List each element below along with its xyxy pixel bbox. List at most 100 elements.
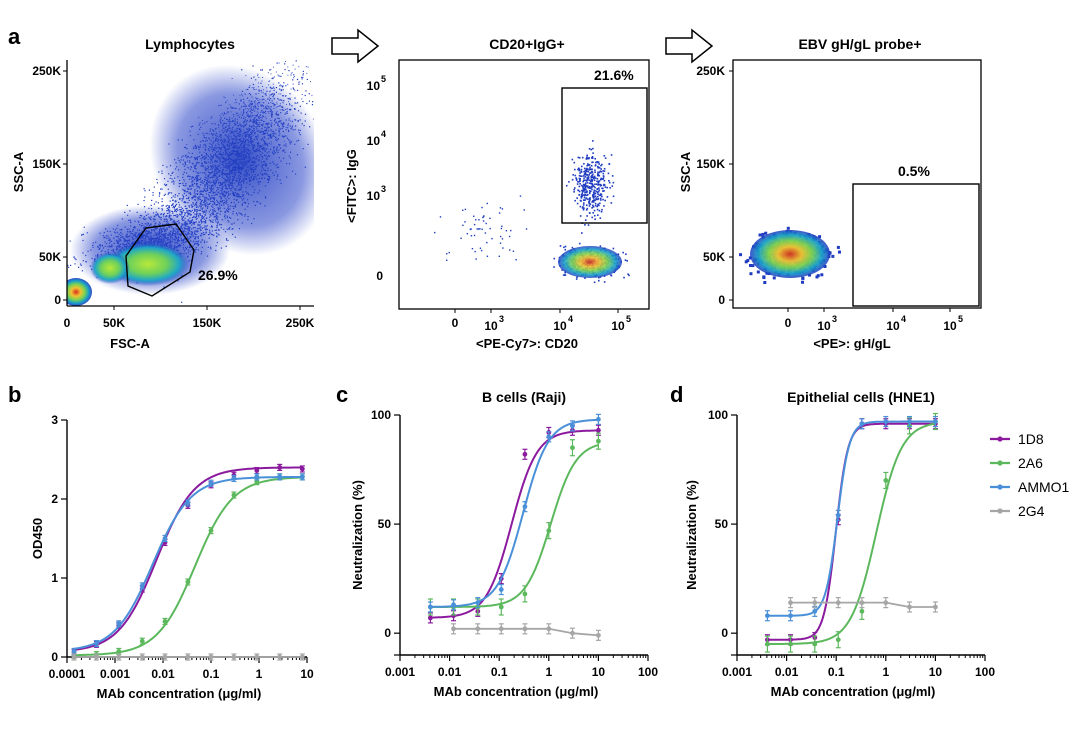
data-point	[859, 421, 865, 427]
x-tick-label: 0.001	[722, 665, 752, 679]
data-point	[475, 626, 481, 632]
ytick-label: 250K	[32, 64, 61, 78]
y-tick-label: 100	[371, 408, 391, 422]
data-point	[859, 600, 865, 606]
x-tick-label: 1	[882, 665, 889, 679]
flow-title-lymphocytes: Lymphocytes	[145, 36, 235, 52]
flow-density-ebv	[739, 226, 841, 285]
data-point	[254, 654, 260, 660]
data-point	[835, 637, 841, 643]
data-point	[299, 654, 305, 660]
y-axis-label: SSC-A	[678, 151, 693, 192]
chart-title: Epithelial cells (HNE1)	[787, 389, 935, 405]
flow-plot-cd20-igg: CD20+IgG+ 21.6% 0 10 3 10 4 10 5 0 10 3 …	[344, 36, 650, 351]
data-point	[859, 608, 865, 614]
series-line	[430, 429, 599, 619]
legend: 1D8 2A6 AMMO1 2G4	[990, 431, 1070, 519]
data-point	[596, 416, 601, 422]
lymphocyte-gate	[125, 223, 195, 297]
data-point	[116, 654, 122, 660]
data-point	[933, 604, 938, 610]
legend-label: 1D8	[1018, 431, 1044, 447]
data-point	[764, 641, 770, 647]
data-point	[208, 480, 214, 486]
data-point	[277, 654, 283, 660]
data-point	[933, 419, 938, 424]
data-point	[596, 427, 601, 433]
series-ammo1	[764, 415, 938, 622]
data-point	[498, 604, 504, 610]
xtick-label: 10	[943, 319, 957, 333]
ytick-label: 50K	[39, 250, 61, 264]
legend-label: 2G4	[1018, 503, 1045, 519]
x-axis-label: FSC-A	[110, 336, 150, 351]
x-tick-label: 0.1	[491, 665, 508, 679]
data-point	[185, 579, 191, 585]
series-line	[767, 422, 936, 645]
data-point	[254, 468, 260, 473]
series-line	[767, 420, 936, 617]
x-tick-label: 0.01	[438, 665, 462, 679]
y-axis-label: <FITC>: IgG	[344, 149, 359, 223]
data-point	[231, 476, 237, 481]
series-2g4	[451, 623, 601, 641]
series-ammo1	[71, 473, 305, 656]
ytick-label: 10	[367, 189, 381, 203]
x-tick-label: 1	[545, 665, 552, 679]
panel-letter-d: d	[670, 382, 683, 407]
data-point	[451, 602, 456, 608]
ytick-label: 150K	[696, 157, 725, 171]
chart-d-neutralization-hne1: 0.001 0.01 0.1 1 10 100 0 50 100 MAb concentratio…	[684, 389, 995, 699]
panel-letter-c: c	[336, 382, 348, 407]
series-2a6	[427, 432, 601, 616]
legend-item-ammo1: AMMO1	[990, 479, 1070, 495]
data-point	[162, 619, 168, 624]
xtick-label: 10	[886, 319, 900, 333]
data-point	[71, 654, 77, 660]
data-point	[883, 419, 889, 424]
data-point	[451, 626, 456, 632]
cd20-gate-percent: 21.6%	[594, 67, 634, 83]
y-tick-label: 0	[51, 650, 58, 664]
flow-plot-lymphocytes: Lymphocytes 26.9% 0 50K 150K 250K 0 50K …	[11, 36, 315, 351]
data-point	[812, 608, 818, 614]
y-tick-label: 50	[715, 517, 729, 531]
y-axis-label: SSC-A	[11, 151, 26, 192]
legend-marker	[997, 460, 1003, 466]
legend-item-2g4: 2G4	[990, 503, 1045, 519]
legend-marker	[997, 484, 1003, 490]
data-point	[139, 638, 145, 644]
y-tick-label: 0	[384, 626, 391, 640]
data-point	[208, 654, 214, 660]
legend-marker	[997, 508, 1003, 514]
data-point	[231, 492, 237, 498]
xtick-label: 10	[553, 319, 567, 333]
x-tick-label: 10	[929, 665, 943, 679]
data-point	[254, 474, 260, 480]
xtick-label: 10	[817, 319, 831, 333]
ytick-label: 250K	[696, 64, 725, 78]
series-line	[430, 443, 599, 608]
x-axis-label: MAb concentration (μg/ml)	[97, 686, 262, 701]
xtick-label: 50K	[103, 316, 125, 330]
data-point	[299, 474, 305, 480]
panel-letter-a: a	[8, 24, 21, 49]
data-point	[277, 474, 283, 480]
ytick-label: 50K	[703, 250, 725, 264]
y-axis-label: Neutralization (%)	[684, 480, 699, 590]
series-ammo1	[427, 413, 601, 613]
data-point	[139, 583, 145, 589]
xtick-label: 0	[64, 316, 71, 330]
y-tick-label: 3	[51, 413, 58, 427]
data-point	[139, 654, 145, 660]
cd20-igg-gate	[561, 87, 648, 224]
y-tick-label: 1	[51, 571, 58, 585]
data-point	[812, 600, 818, 606]
legend-item-1d8: 1D8	[990, 431, 1044, 447]
data-point	[427, 615, 433, 621]
series-2g4	[788, 597, 938, 613]
series-1d8	[427, 424, 601, 624]
xtick-label: 0	[452, 316, 459, 330]
xtick-exp: 5	[958, 314, 963, 324]
